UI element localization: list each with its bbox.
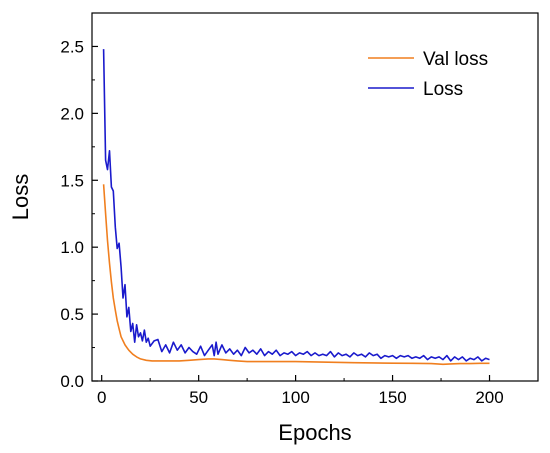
plot-area: 0 50 100 150 200 0.0 0.5 1.0 1.5 2.0 2.5 (60, 12, 539, 407)
y-tick-label: 1.0 (60, 238, 84, 257)
legend-label-val-loss: Val loss (423, 49, 488, 70)
x-tick-label: 150 (378, 388, 406, 407)
plot-frame (91, 12, 539, 382)
y-tick-label: 1.5 (60, 171, 84, 190)
x-tick-label: 200 (475, 388, 503, 407)
series-line-val-loss (102, 184, 490, 366)
legend-label-loss: Loss (423, 79, 463, 100)
x-tick-label: 0 (97, 388, 106, 407)
series-line-loss (102, 49, 490, 362)
y-tick-label: 0.0 (60, 372, 84, 391)
x-tick-label: 50 (189, 388, 208, 407)
x-axis-title: Epochs (278, 420, 351, 445)
y-tick-label: 2.5 (60, 37, 84, 56)
y-tick-label: 0.5 (60, 305, 84, 324)
series-layer (102, 49, 490, 366)
x-tick-label: 100 (281, 388, 309, 407)
ticks-layer: 0 50 100 150 200 0.0 0.5 1.0 1.5 2.0 2.5 (60, 37, 503, 407)
y-tick-label: 2.0 (60, 104, 84, 123)
legend: Val loss Loss (368, 49, 488, 100)
y-axis-title: Loss (8, 174, 33, 220)
